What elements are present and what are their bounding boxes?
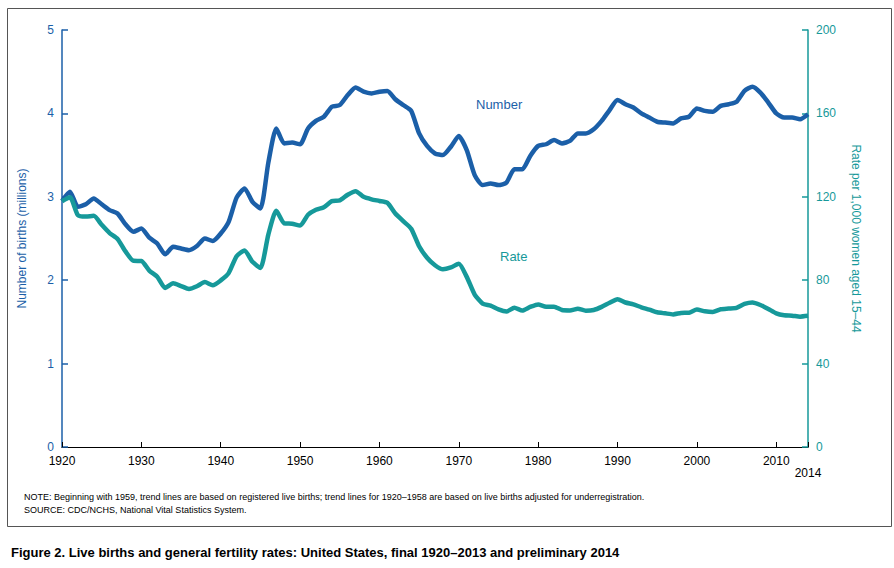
svg-text:3: 3 — [47, 190, 54, 204]
svg-text:1980: 1980 — [525, 454, 552, 468]
svg-text:1990: 1990 — [604, 454, 631, 468]
svg-text:Rate per 1,000 women aged 15–4: Rate per 1,000 women aged 15–44 — [849, 144, 863, 332]
svg-text:Figure 2. Live births and gene: Figure 2. Live births and general fertil… — [11, 545, 620, 560]
svg-text:80: 80 — [816, 273, 830, 287]
svg-text:5: 5 — [47, 23, 54, 37]
svg-text:0: 0 — [47, 440, 54, 454]
svg-text:1920: 1920 — [49, 454, 76, 468]
svg-text:SOURCE: CDC/NCHS, National Vit: SOURCE: CDC/NCHS, National Vital Statist… — [24, 505, 246, 515]
svg-text:2010: 2010 — [763, 454, 790, 468]
svg-text:Number of births (millions): Number of births (millions) — [15, 168, 29, 308]
svg-text:2000: 2000 — [684, 454, 711, 468]
svg-text:Number: Number — [476, 97, 523, 112]
svg-text:200: 200 — [816, 23, 836, 37]
svg-text:120: 120 — [816, 190, 836, 204]
svg-text:2014: 2014 — [795, 466, 822, 480]
svg-text:Rate: Rate — [500, 249, 527, 264]
svg-text:160: 160 — [816, 106, 836, 120]
svg-text:1970: 1970 — [445, 454, 472, 468]
svg-text:2: 2 — [47, 273, 54, 287]
svg-text:4: 4 — [47, 106, 54, 120]
svg-text:40: 40 — [816, 357, 830, 371]
svg-text:NOTE: Beginning with 1959, tre: NOTE: Beginning with 1959, trend lines a… — [24, 492, 644, 502]
svg-text:0: 0 — [816, 440, 823, 454]
svg-text:1960: 1960 — [366, 454, 393, 468]
svg-text:1930: 1930 — [128, 454, 155, 468]
svg-text:1: 1 — [47, 357, 54, 371]
svg-text:1940: 1940 — [207, 454, 234, 468]
svg-text:1950: 1950 — [287, 454, 314, 468]
